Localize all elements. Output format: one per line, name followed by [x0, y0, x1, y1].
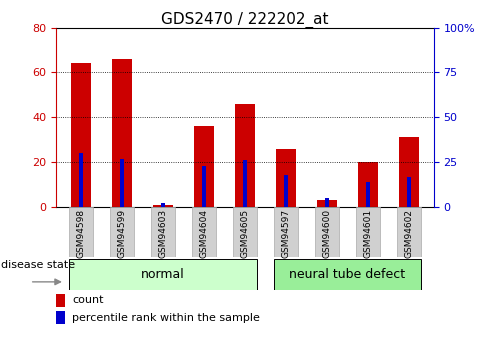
Text: disease state: disease state [1, 260, 75, 270]
Bar [151, 207, 175, 257]
Bar [69, 259, 257, 290]
Bar [69, 207, 93, 257]
Bar [194, 126, 214, 207]
Bar [120, 159, 124, 207]
Bar [243, 160, 247, 207]
Bar [274, 259, 421, 290]
Text: GSM94604: GSM94604 [199, 208, 208, 257]
Bar [366, 182, 370, 207]
Bar [315, 207, 339, 257]
Text: GSM94603: GSM94603 [158, 208, 168, 258]
Bar [56, 311, 65, 324]
Bar [325, 198, 329, 207]
Bar [153, 205, 173, 207]
Bar [276, 149, 296, 207]
Text: normal: normal [141, 268, 185, 281]
Bar [192, 207, 216, 257]
Bar [356, 207, 380, 257]
Bar [358, 162, 378, 207]
Bar [112, 59, 132, 207]
Title: GDS2470 / 222202_at: GDS2470 / 222202_at [161, 11, 329, 28]
Bar [284, 175, 288, 207]
Text: neural tube defect: neural tube defect [290, 268, 406, 281]
Text: percentile rank within the sample: percentile rank within the sample [73, 313, 260, 323]
Bar [79, 153, 83, 207]
Bar [397, 207, 421, 257]
Bar [317, 200, 337, 207]
Bar [274, 207, 298, 257]
Bar [407, 177, 411, 207]
Bar [202, 166, 206, 207]
Bar [399, 137, 419, 207]
Bar [233, 207, 257, 257]
Text: GSM94602: GSM94602 [405, 208, 414, 257]
Text: GSM94600: GSM94600 [322, 208, 332, 258]
Bar [161, 204, 165, 207]
Text: GSM94605: GSM94605 [241, 208, 249, 258]
Bar [235, 104, 255, 207]
Text: GSM94598: GSM94598 [76, 208, 85, 258]
Text: GSM94599: GSM94599 [118, 208, 126, 258]
Bar [71, 63, 91, 207]
Bar [110, 207, 134, 257]
Text: GSM94597: GSM94597 [282, 208, 291, 258]
Text: GSM94601: GSM94601 [364, 208, 372, 258]
Bar [56, 294, 65, 307]
Text: count: count [73, 296, 104, 305]
